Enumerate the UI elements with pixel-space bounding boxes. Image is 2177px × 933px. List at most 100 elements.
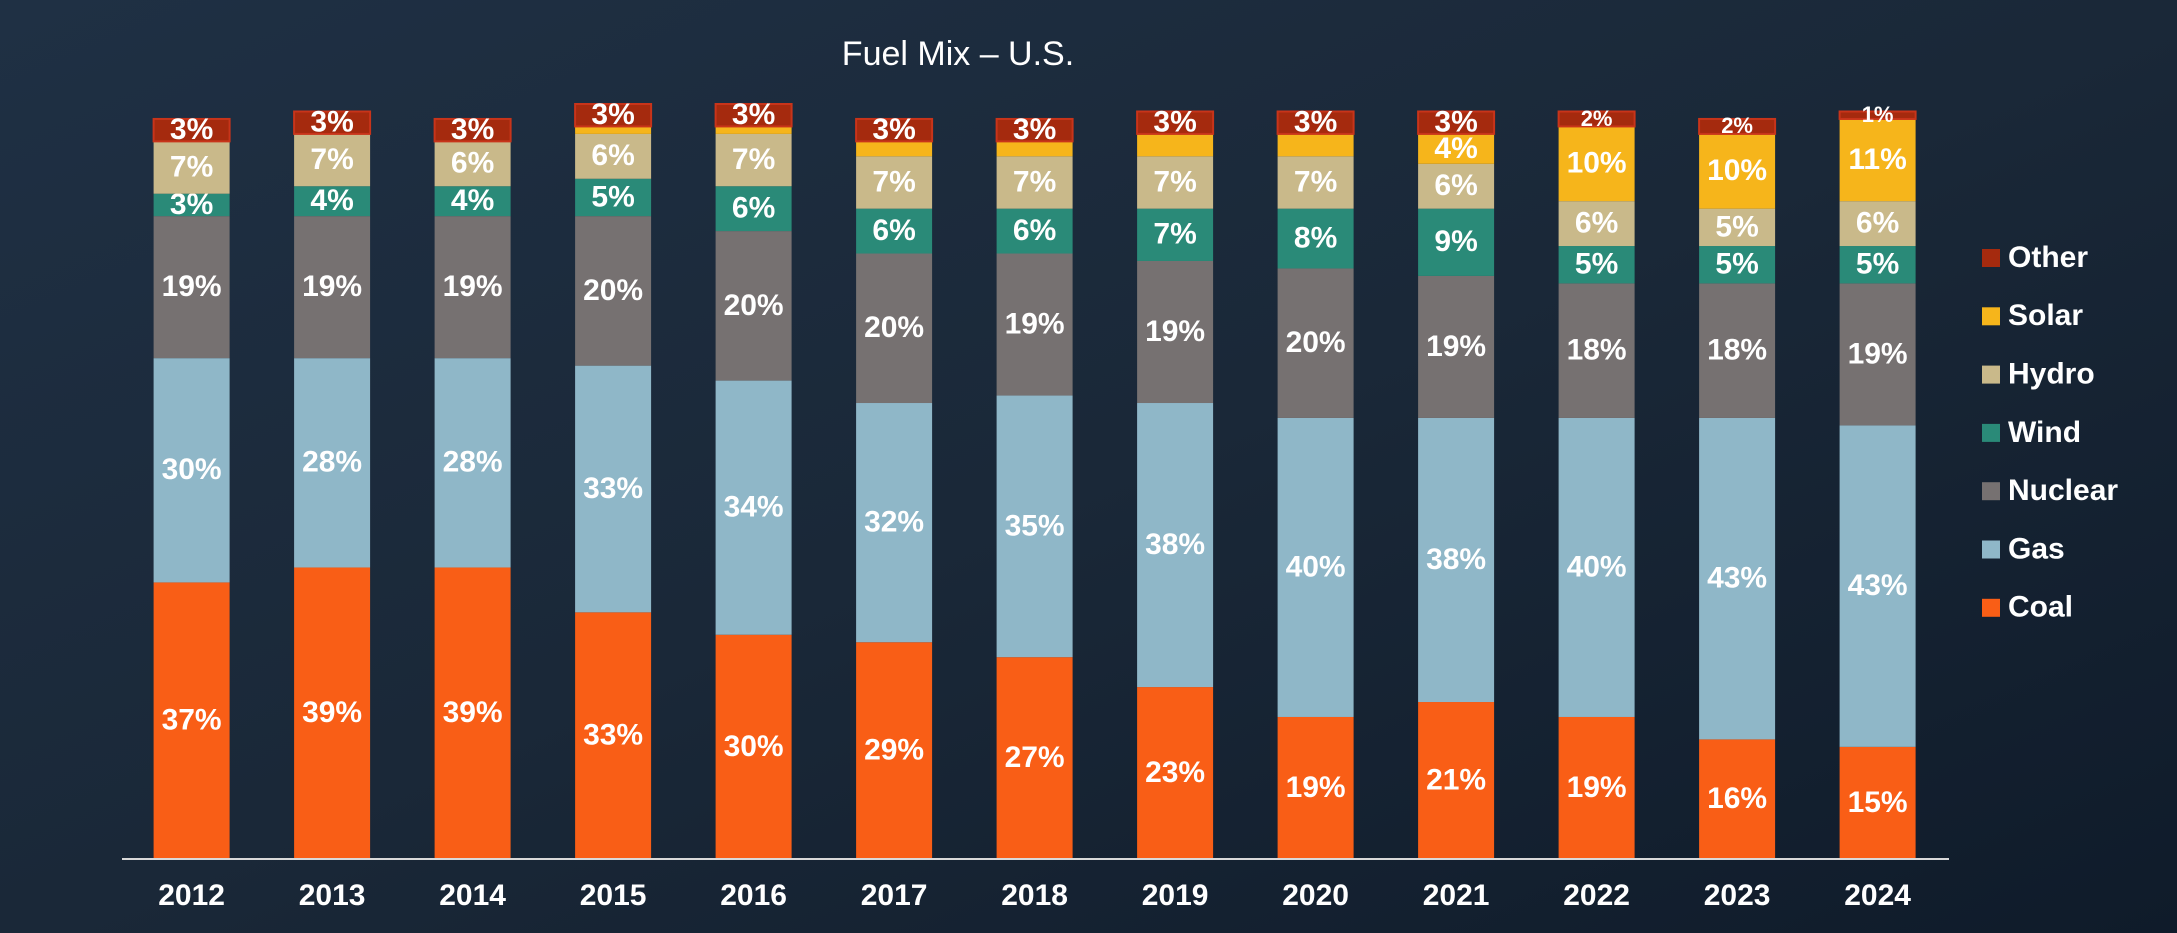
data-label: 33% xyxy=(583,472,643,505)
data-label: 5% xyxy=(1575,248,1618,281)
bar-segment xyxy=(294,133,371,187)
data-label: 3% xyxy=(310,106,353,139)
data-label: 7% xyxy=(1013,165,1056,198)
bar-segment xyxy=(434,141,511,187)
data-label: 8% xyxy=(1294,221,1337,254)
data-label: 2% xyxy=(1721,113,1753,138)
legend-label: Solar xyxy=(2008,299,2083,332)
bar-segment xyxy=(153,216,230,359)
x-tick-label: 2012 xyxy=(158,879,225,912)
bar-segment xyxy=(434,567,511,859)
bar-segment xyxy=(856,642,933,859)
x-tick-label: 2018 xyxy=(1001,879,1068,912)
legend-swatch xyxy=(1982,482,2000,501)
bar-segment xyxy=(714,103,793,128)
bar-segment xyxy=(1558,417,1635,717)
legend-swatch xyxy=(1982,423,2000,442)
data-label: 6% xyxy=(1013,214,1056,247)
data-label: 3% xyxy=(170,113,213,146)
bar-segment xyxy=(294,358,371,568)
legend-swatch xyxy=(1982,598,2000,617)
bar-segment xyxy=(574,103,653,128)
legend-swatch xyxy=(1982,307,2000,326)
x-tick-label: 2013 xyxy=(299,879,366,912)
data-label: 7% xyxy=(872,165,915,198)
data-label: 7% xyxy=(1153,218,1196,251)
bar-segment xyxy=(1137,687,1214,859)
bar-segment xyxy=(575,126,652,134)
data-label: 3% xyxy=(1153,106,1196,139)
data-label: 6% xyxy=(732,192,775,225)
bar-segment xyxy=(996,156,1073,209)
data-label: 10% xyxy=(1567,147,1627,180)
bar-segment xyxy=(996,141,1073,157)
bar-segment xyxy=(996,208,1073,254)
bar-segment xyxy=(152,117,231,143)
bar-segment xyxy=(1839,283,1916,426)
data-label: 19% xyxy=(1145,315,1205,348)
data-label: 3% xyxy=(451,113,494,146)
bar-segment xyxy=(856,253,933,404)
bar-segment xyxy=(715,380,792,635)
bar-segment xyxy=(1558,201,1635,247)
bar-segment xyxy=(1839,201,1916,247)
bar-segment xyxy=(1699,739,1776,859)
data-label: 30% xyxy=(724,730,784,763)
data-label: 19% xyxy=(1426,330,1486,363)
bar-segment xyxy=(1418,133,1495,164)
bar-segment xyxy=(293,110,372,135)
bar-segment xyxy=(1277,208,1354,269)
data-label: 21% xyxy=(1426,763,1486,796)
data-label: 32% xyxy=(864,506,924,539)
data-label: 19% xyxy=(1005,307,1065,340)
data-label: 6% xyxy=(1575,207,1618,240)
data-label: 28% xyxy=(302,446,362,479)
x-tick-label: 2015 xyxy=(580,879,647,912)
bar-segment xyxy=(434,358,511,568)
data-label: 18% xyxy=(1567,334,1627,367)
data-label: 5% xyxy=(1715,248,1758,281)
bar-segment xyxy=(1136,110,1215,135)
legend-label: Gas xyxy=(2008,532,2065,565)
bar-segment xyxy=(575,216,652,366)
bar-segment xyxy=(1137,156,1214,209)
data-label: 20% xyxy=(583,274,643,307)
data-label: 3% xyxy=(732,98,775,131)
bar-segment xyxy=(996,253,1073,396)
data-label: 19% xyxy=(443,270,503,303)
data-label: 7% xyxy=(170,150,213,183)
data-label: 11% xyxy=(1848,143,1906,176)
data-label: 28% xyxy=(443,446,503,479)
bar-segment xyxy=(1277,156,1354,209)
data-label: 7% xyxy=(1294,165,1337,198)
data-label: 40% xyxy=(1567,550,1627,583)
bar-segment xyxy=(856,141,933,157)
data-label: 23% xyxy=(1145,756,1205,789)
bar-segment xyxy=(856,208,933,254)
data-label: 2% xyxy=(1581,106,1613,131)
bar-segment xyxy=(1137,133,1214,157)
data-label: 30% xyxy=(162,453,222,486)
bar-segment xyxy=(1699,283,1776,418)
x-tick-label: 2022 xyxy=(1563,879,1630,912)
bar-segment xyxy=(1699,208,1776,247)
bar-segment xyxy=(1277,133,1354,157)
bar-segment xyxy=(1417,110,1496,135)
bar-segment xyxy=(1839,118,1916,202)
bar-segment xyxy=(996,657,1073,859)
data-label: 38% xyxy=(1145,528,1205,561)
legend-label: Wind xyxy=(2008,416,2081,449)
bar-segment xyxy=(715,133,792,187)
data-label: 7% xyxy=(732,143,775,176)
data-label: 37% xyxy=(162,704,222,737)
bar-segment xyxy=(1558,246,1635,284)
legend-swatch xyxy=(1982,540,2000,559)
data-label: 20% xyxy=(864,311,924,344)
bar-segment xyxy=(856,156,933,209)
bar-segment xyxy=(1137,208,1214,261)
bar-segment xyxy=(1418,163,1495,209)
data-label: 6% xyxy=(451,147,494,180)
bar-segment xyxy=(1277,417,1354,717)
bar-segment xyxy=(1839,746,1916,859)
